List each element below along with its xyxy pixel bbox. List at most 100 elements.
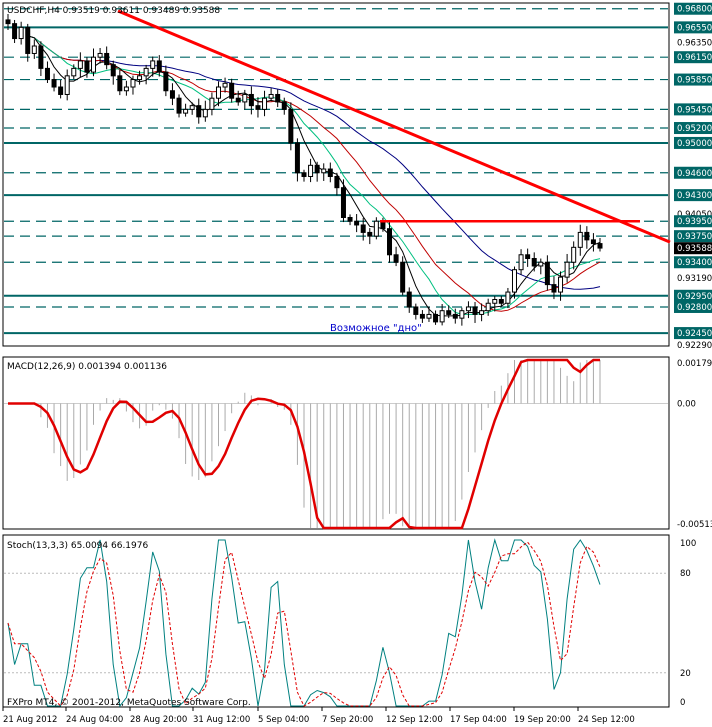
moving-averages [27,35,601,317]
time-tick-label: 31 Aug 12:00 [193,715,250,725]
candle-body [262,97,268,110]
candle-body [505,291,511,304]
candle-body [419,313,425,319]
candle-body [373,220,379,237]
candle-body [426,313,432,319]
candle-body [222,82,228,88]
price-axis: 0.96800 0.96550 0.96350 0.96150 0.95850 0.954… [674,2,712,351]
candle-body [577,231,583,248]
price-tick-box [674,215,712,228]
candle-body [301,172,307,177]
price-tick-label: 0.96550 [677,23,712,33]
price-tick-label: 0.92450 [677,329,712,339]
candle-body [590,239,596,245]
candle-body [387,228,393,256]
time-tick-label: 21 Aug 2012 [3,715,57,725]
candle-body [439,310,445,323]
candle-body [163,71,169,92]
macd-panel-frame [2,356,670,530]
price-tick-label: 0.95850 [677,76,712,86]
candle-body [327,168,333,177]
candle-body [71,67,77,77]
candle-body [597,243,603,249]
time-tick-label: 12 Sep 12:00 [386,715,443,725]
candle-body [150,60,156,69]
candle-body [321,168,327,174]
candle-body [215,86,221,99]
candle-body [281,101,287,110]
candle-body [110,64,116,77]
candle-body [169,90,175,99]
candle-body [354,220,360,226]
macd-tick-label: 0.00179 [677,359,712,369]
candle-body [446,310,452,315]
candles [5,14,603,326]
candle-body [360,224,366,233]
candle-body [38,45,44,69]
candle-body [525,254,531,260]
copyright-footer: FXPro MT4, © 2001-2012, MetaQuotes Softw… [7,698,251,708]
price-tick-label: 0.92290 [677,341,712,351]
candle-body [31,45,37,54]
price-tick-box [674,122,712,135]
price-tick-label: 0.96350 [677,38,712,48]
candle-body [91,56,97,73]
price-tick-label: 0.93950 [677,217,712,227]
candle-body [196,105,202,118]
moving-average-line [27,35,601,315]
stoch-tick-label: 100 [680,539,696,549]
trendlines [117,9,671,244]
candle-body [137,75,143,81]
candle-body [189,105,195,110]
price-tick-label: 0.95200 [677,124,712,134]
candle-body [308,164,314,177]
price-tick-box [674,189,712,202]
price-tick-label: 0.95000 [677,139,712,149]
candle-body [538,261,544,267]
current-price-label: 0.93588 [677,244,712,254]
candle-body [393,254,399,263]
candle-body [531,258,537,267]
time-axis: 21 Aug 2012 24 Aug 04:00 28 Aug 20:00 31 Au… [2,707,635,725]
candle-body [340,187,346,219]
price-tick-box [674,73,712,86]
stoch-tick-label: 20 [680,669,691,679]
price-tick-box [674,289,712,302]
resistance-trendline [117,9,671,244]
price-tick-label: 0.95450 [677,105,712,115]
candle-body [498,299,504,304]
time-tick-label: 24 Aug 04:00 [66,715,123,725]
price-tick-label: 0.96800 [677,5,712,15]
price-tick-label: 0.94300 [677,191,712,201]
candle-body [459,310,465,319]
time-tick-label: 5 Sep 04:00 [258,715,309,725]
price-tick-box [674,166,712,179]
candle-body [558,276,564,293]
candle-body [400,261,406,293]
candle-body [544,261,550,286]
macd-plot: 0.00179 0.00 -0.00513 [4,358,712,530]
time-tick-label: 7 Sep 20:00 [322,715,373,725]
main-header: USDCHF,H4 0.93519 0.93611 0.93489 0.9358… [7,6,220,16]
macd-tick-label: 0.00 [677,399,696,409]
bottom-annotation: Возможное "дно" [330,323,422,334]
stoch-plot: 100 80 20 0 [4,538,696,708]
candle-body [564,261,570,278]
stoch-header: Stoch(13,3,3) 65.0094 66.1976 [7,541,148,551]
candle-body [518,254,524,271]
candle-body [472,306,478,315]
candle-body [51,79,57,88]
candle-body [242,93,248,103]
candle-body [104,52,110,66]
candle-body [465,306,471,312]
time-tick-label: 19 Sep 20:00 [514,715,571,725]
candle-body [347,217,353,222]
candle-body [156,60,162,73]
candle-body [12,23,18,40]
candle-body [452,313,458,319]
candle-body [84,60,90,73]
macd-signal-line [8,358,600,530]
current-price-box [674,242,712,255]
candle-body [433,313,439,323]
